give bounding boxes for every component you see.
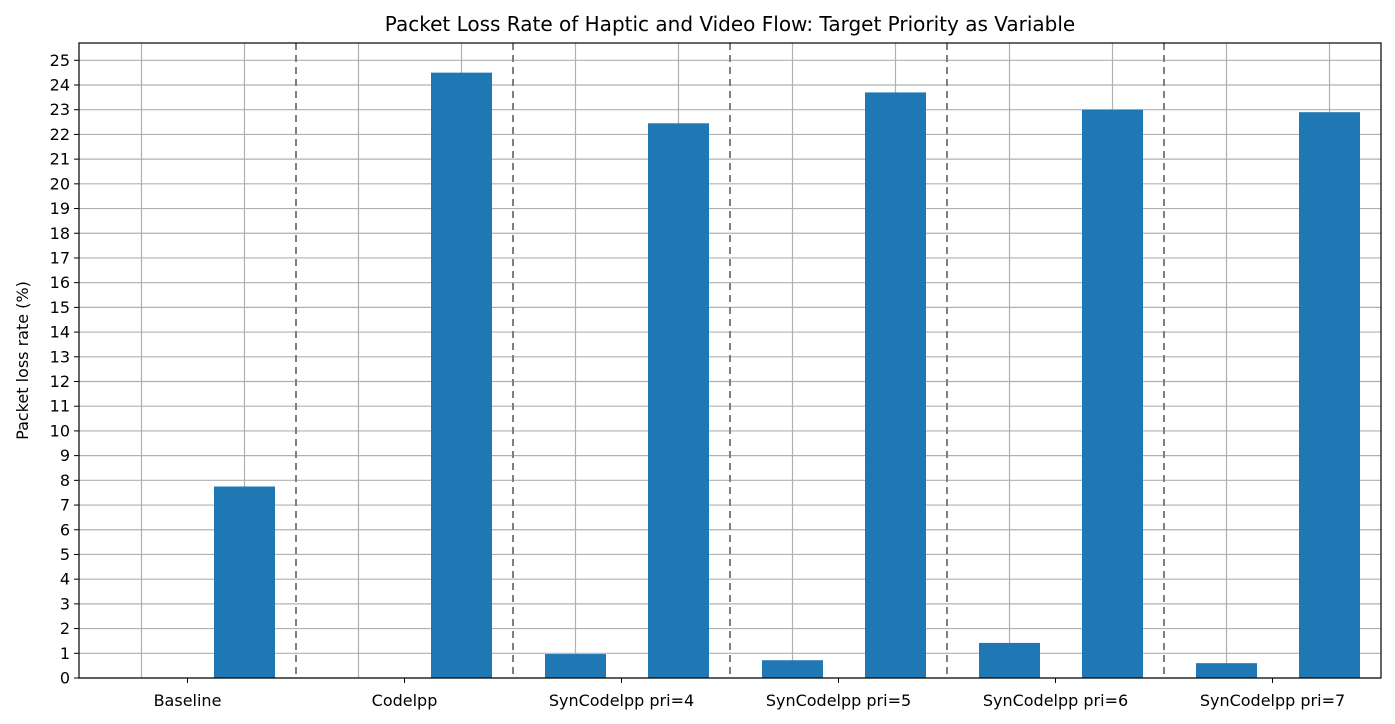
- y-tick-label: 23: [50, 100, 70, 119]
- y-tick-label: 17: [50, 248, 70, 267]
- bar: [1299, 112, 1360, 679]
- y-tick-label: 2: [60, 619, 70, 638]
- bar: [979, 642, 1040, 678]
- ticks: 0123456789101112131415161718192021222324…: [50, 51, 1346, 710]
- y-tick-label: 12: [50, 372, 70, 391]
- plot-frame: [78, 42, 1382, 679]
- x-tick-label: SynCodelpp pri=7: [1200, 691, 1345, 710]
- y-tick-label: 20: [50, 174, 70, 193]
- y-tick-label: 7: [60, 496, 70, 515]
- bar: [431, 72, 492, 679]
- group-separators: [295, 43, 1165, 678]
- y-tick-label: 25: [50, 51, 70, 70]
- x-tick-label: SynCodelpp pri=6: [983, 691, 1128, 710]
- y-tick-label: 10: [50, 421, 70, 440]
- y-tick-label: 1: [60, 644, 70, 663]
- x-tick-label: SynCodelpp pri=4: [549, 691, 694, 710]
- chart-title: Packet Loss Rate of Haptic and Video Flo…: [385, 12, 1075, 36]
- y-tick-label: 13: [50, 347, 70, 366]
- y-tick-label: 5: [60, 545, 70, 564]
- bar: [762, 660, 823, 678]
- y-tick-label: 3: [60, 594, 70, 613]
- y-tick-label: 0: [60, 669, 70, 688]
- y-tick-label: 24: [50, 76, 70, 95]
- y-tick-label: 18: [50, 224, 70, 243]
- y-tick-label: 21: [50, 150, 70, 169]
- y-tick-label: 22: [50, 125, 70, 144]
- y-axis-label: Packet loss rate (%): [13, 281, 32, 440]
- y-tick-label: 16: [50, 273, 70, 292]
- bar: [1082, 109, 1143, 679]
- x-tick-label: SynCodelpp pri=5: [766, 691, 911, 710]
- y-tick-label: 8: [60, 471, 70, 490]
- y-tick-label: 19: [50, 199, 70, 218]
- bar: [865, 92, 926, 679]
- y-tick-label: 6: [60, 520, 70, 539]
- bars: [214, 72, 1360, 679]
- y-tick-label: 9: [60, 446, 70, 465]
- y-tick-label: 11: [50, 397, 70, 416]
- bar: [648, 123, 709, 678]
- y-tick-label: 4: [60, 570, 70, 589]
- bar: [1196, 663, 1257, 678]
- y-tick-label: 14: [50, 323, 70, 342]
- bar: [545, 654, 606, 678]
- x-tick-label: Baseline: [154, 691, 222, 710]
- bar: [214, 486, 275, 678]
- x-tick-label: Codelpp: [372, 691, 438, 710]
- y-tick-label: 15: [50, 298, 70, 317]
